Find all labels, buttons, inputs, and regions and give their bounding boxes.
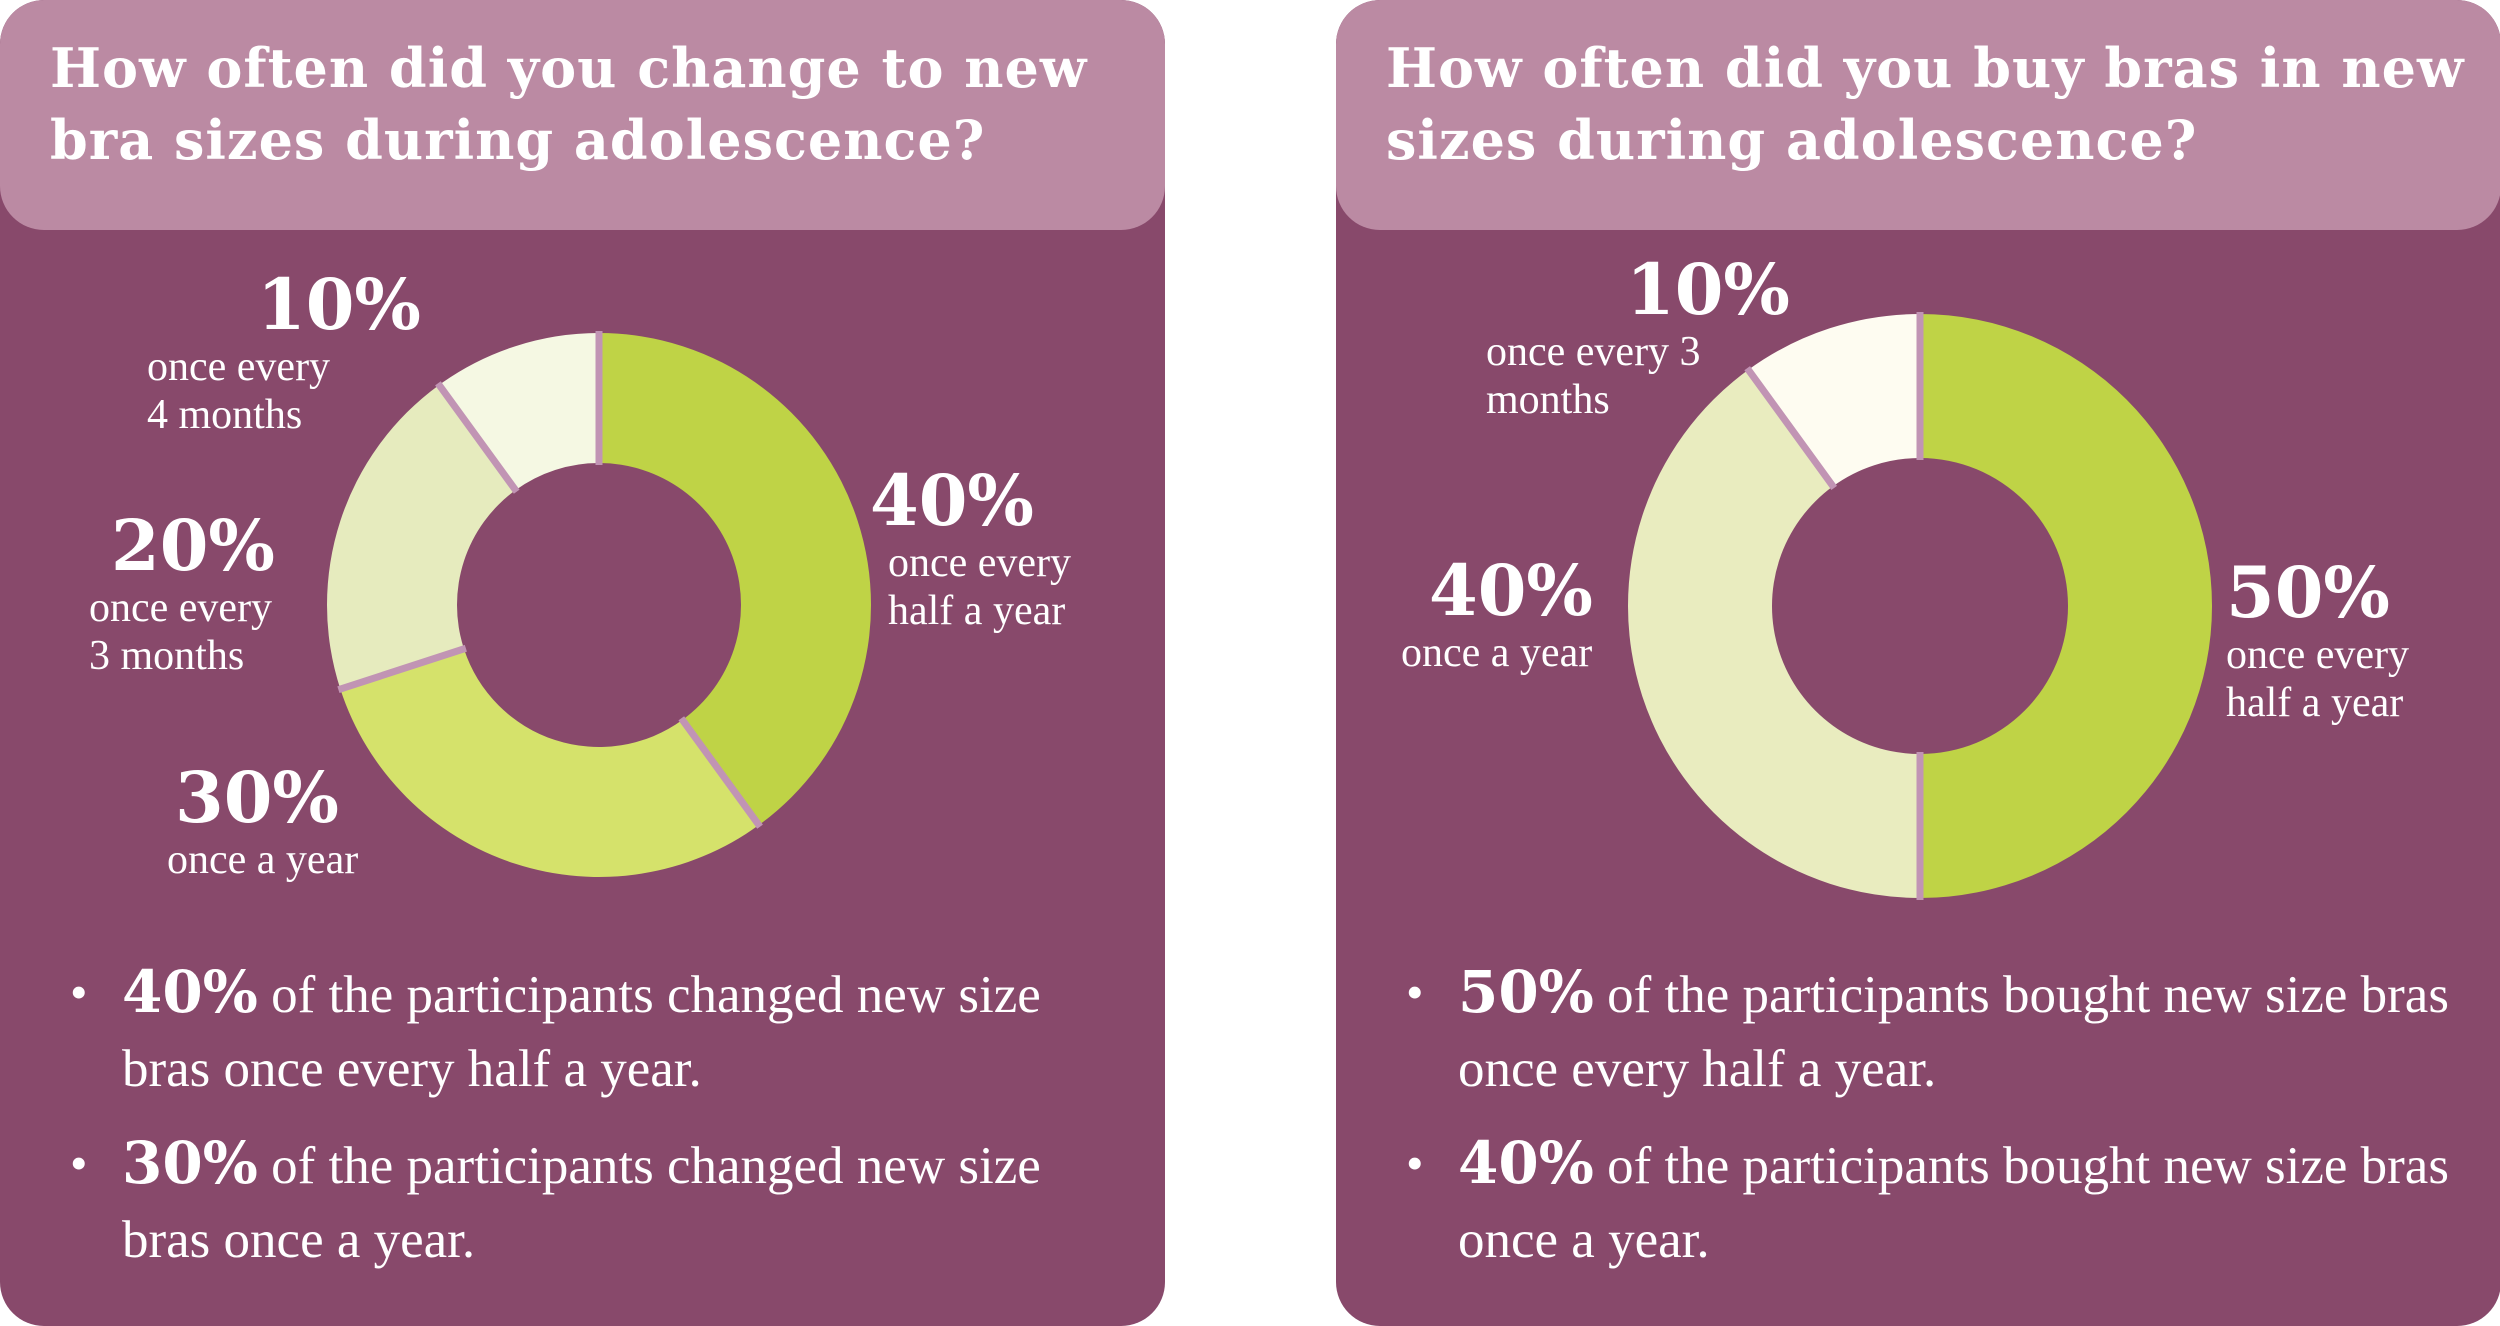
slice-label-once-every-half-year: 50% once every half a year [2226,555,2409,727]
panel-title: How often did you buy bras in new sizes … [1386,36,2465,172]
summary-list: • 40% of the participants changed new siz… [70,955,1130,1297]
slice-description: once every half a year [2226,632,2410,726]
bullet-icon: • [70,964,88,1020]
chart-panel-change-sizes: How often did you change to new bra size… [0,0,1165,1326]
slice-label-once-a-year: 30% once a year [167,760,358,884]
summary-text: of the participants changed new size bra… [122,1137,1041,1269]
summary-text: of the participants bought new size bras… [1458,966,2449,1098]
donut-slice-40-percent [1628,369,1920,898]
slice-percent: 30% [175,756,339,839]
donut-slice-30-percent [340,648,759,877]
slice-percent: 50% [2226,551,2390,634]
slice-percent: 40% [870,459,1034,542]
donut-chart [1628,312,2212,900]
slice-label-once-every-4-months: 10% once every 4 months [147,267,421,439]
slice-label-once-a-year: 40% once a year [1401,553,1593,677]
donut-slice-10-percent [439,333,599,491]
slice-label-once-every-3-months: 10% once every 3 months [1486,252,1790,424]
summary-item: • 50% of the participants bought new size… [1406,955,2466,1106]
summary-list: • 50% of the participants bought new size… [1406,955,2466,1297]
slice-description: once every half a year [888,540,1072,634]
slice-description: once a year [167,837,359,883]
slice-label-once-every-3-months: 20% once every 3 months [89,508,275,680]
donut-slice-10-percent [1748,314,1920,487]
panel-title: How often did you change to new bra size… [50,36,1088,172]
bullet-icon: • [1406,964,1424,1020]
summary-item: • 30% of the participants changed new siz… [70,1126,1130,1277]
donut-slice-20-percent [327,384,516,690]
summary-percent: 40% [122,958,258,1026]
slice-divider [337,644,467,693]
slice-percent: 40% [1429,549,1593,632]
slice-label-once-every-half-year: 40% once every half a year [870,463,1071,635]
slice-description: once a year [1401,630,1593,676]
bullet-icon: • [1406,1135,1424,1191]
summary-item: • 40% of the participants bought new size… [1406,1126,2466,1277]
summary-percent: 40% [1458,1129,1594,1197]
summary-text: of the participants bought new size bras… [1458,1137,2449,1269]
panel-header: How often did you buy bras in new sizes … [1336,0,2500,230]
summary-text: of the participants changed new size bra… [122,966,1041,1098]
summary-item: • 40% of the participants changed new siz… [70,955,1130,1106]
slice-percent: 10% [1626,248,1790,331]
donut-chart [327,331,871,877]
summary-percent: 30% [122,1129,258,1197]
chart-panel-buy-sizes: How often did you buy bras in new sizes … [1336,0,2500,1326]
slice-description: once every 3 months [89,585,273,679]
slice-divider [1744,366,1838,490]
slice-percent: 20% [111,504,275,587]
donut-slice-40-percent [599,333,871,826]
bullet-icon: • [70,1135,88,1191]
slice-description: once every 4 months [147,344,331,438]
panel-header: How often did you change to new bra size… [0,0,1165,230]
donut-slice-50-percent [1920,314,2212,898]
slice-divider [678,716,763,829]
slice-percent: 10% [257,263,421,346]
summary-percent: 50% [1458,958,1594,1026]
slice-description: once every 3 months [1486,329,1701,423]
slice-divider [435,381,520,494]
